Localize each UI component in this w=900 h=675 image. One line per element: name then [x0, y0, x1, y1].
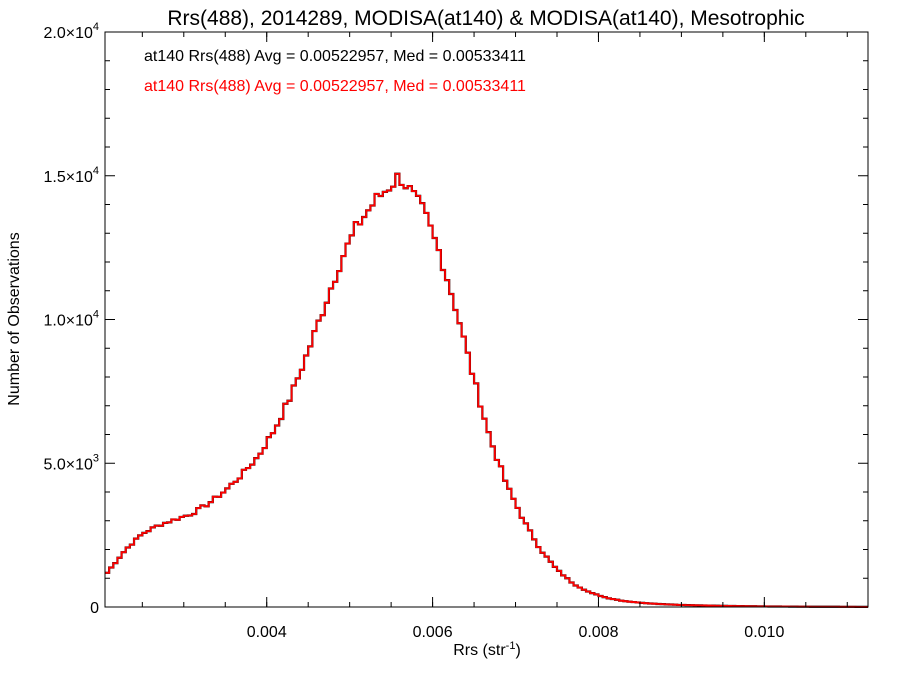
y-axis-label: Number of Observations [6, 232, 23, 405]
x-axis-label-main: Rrs (str [453, 642, 506, 659]
x-axis-label-sup: -1 [506, 640, 516, 652]
x-tick-label-3: 0.010 [744, 624, 784, 641]
y-tick-label-3: 1.5×104 [43, 165, 99, 186]
series-layer [105, 172, 868, 608]
plot-frame [104, 31, 869, 608]
x-tick-label-0: 0.004 [247, 624, 287, 641]
legend-entry-red: at140 Rrs(488) Avg = 0.00522957, Med = 0… [144, 78, 526, 95]
x-tick-label-1: 0.006 [413, 624, 453, 641]
ticks-layer: 0.004 0.006 0.008 0.010 0 5.0×103 1.0×104 1.5×1… [43, 21, 868, 641]
y-tick-label-2: 1.0×104 [43, 309, 99, 330]
x-tick-label-2: 0.008 [578, 624, 618, 641]
y-tick-label-0: 0 [90, 600, 99, 617]
y-tick-label-4: 2.0×104 [43, 21, 99, 42]
x-axis-label-end: ) [515, 642, 520, 659]
series-line-1 [105, 172, 868, 608]
series-line-0 [105, 172, 868, 608]
x-axis-label: Rrs (str-1) [453, 640, 521, 659]
legend-entry-black: at140 Rrs(488) Avg = 0.00522957, Med = 0… [144, 48, 526, 65]
chart-title: Rrs(488), 2014289, MODISA(at140) & MODIS… [167, 7, 804, 30]
y-tick-label-1: 5.0×103 [43, 452, 99, 473]
